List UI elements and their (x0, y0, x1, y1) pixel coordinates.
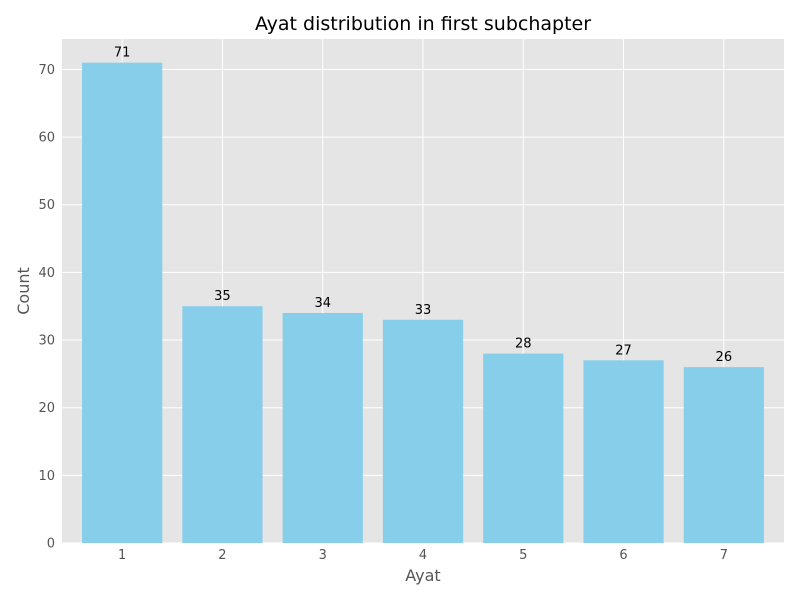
y-tick-label: 70 (38, 63, 55, 78)
data-label-6: 27 (615, 343, 632, 358)
y-tick-label: 20 (38, 401, 55, 416)
data-label-4: 33 (415, 303, 432, 318)
bars (82, 62, 764, 543)
x-tick-label: 5 (519, 548, 527, 563)
bar-6 (583, 360, 664, 543)
bar-4 (382, 319, 464, 543)
x-axis-label: Ayat (405, 566, 440, 585)
x-tick-label: 1 (118, 548, 126, 563)
y-tick-label: 40 (38, 266, 55, 281)
y-tick-label: 0 (47, 537, 55, 552)
x-tick-label: 4 (419, 548, 427, 563)
bar-2 (182, 306, 263, 543)
chart-title: Ayat distribution in first subchapter (255, 13, 591, 35)
y-tick-label: 10 (38, 469, 55, 484)
bar-1 (82, 62, 163, 543)
data-label-5: 28 (515, 337, 532, 352)
x-tick-label: 2 (218, 548, 226, 563)
data-label-3: 34 (314, 296, 331, 311)
data-label-2: 35 (214, 289, 231, 304)
x-tick-label: 6 (619, 548, 627, 563)
y-tick-label: 50 (38, 198, 55, 213)
bar-3 (282, 312, 363, 543)
bar-7 (683, 367, 764, 543)
x-axis-ticks: 1 2 3 4 5 6 7 (118, 548, 728, 563)
y-tick-label: 30 (38, 334, 55, 349)
x-tick-label: 7 (720, 548, 728, 563)
bar-5 (483, 353, 564, 543)
y-axis-label: Count (14, 267, 33, 315)
y-axis-ticks: 0 10 20 30 40 50 60 70 (38, 63, 55, 552)
y-tick-label: 60 (38, 131, 55, 146)
data-label-7: 26 (716, 350, 733, 365)
data-labels: 71 35 34 33 28 27 26 (114, 46, 732, 365)
data-label-1: 71 (114, 46, 131, 61)
x-tick-label: 3 (319, 548, 327, 563)
